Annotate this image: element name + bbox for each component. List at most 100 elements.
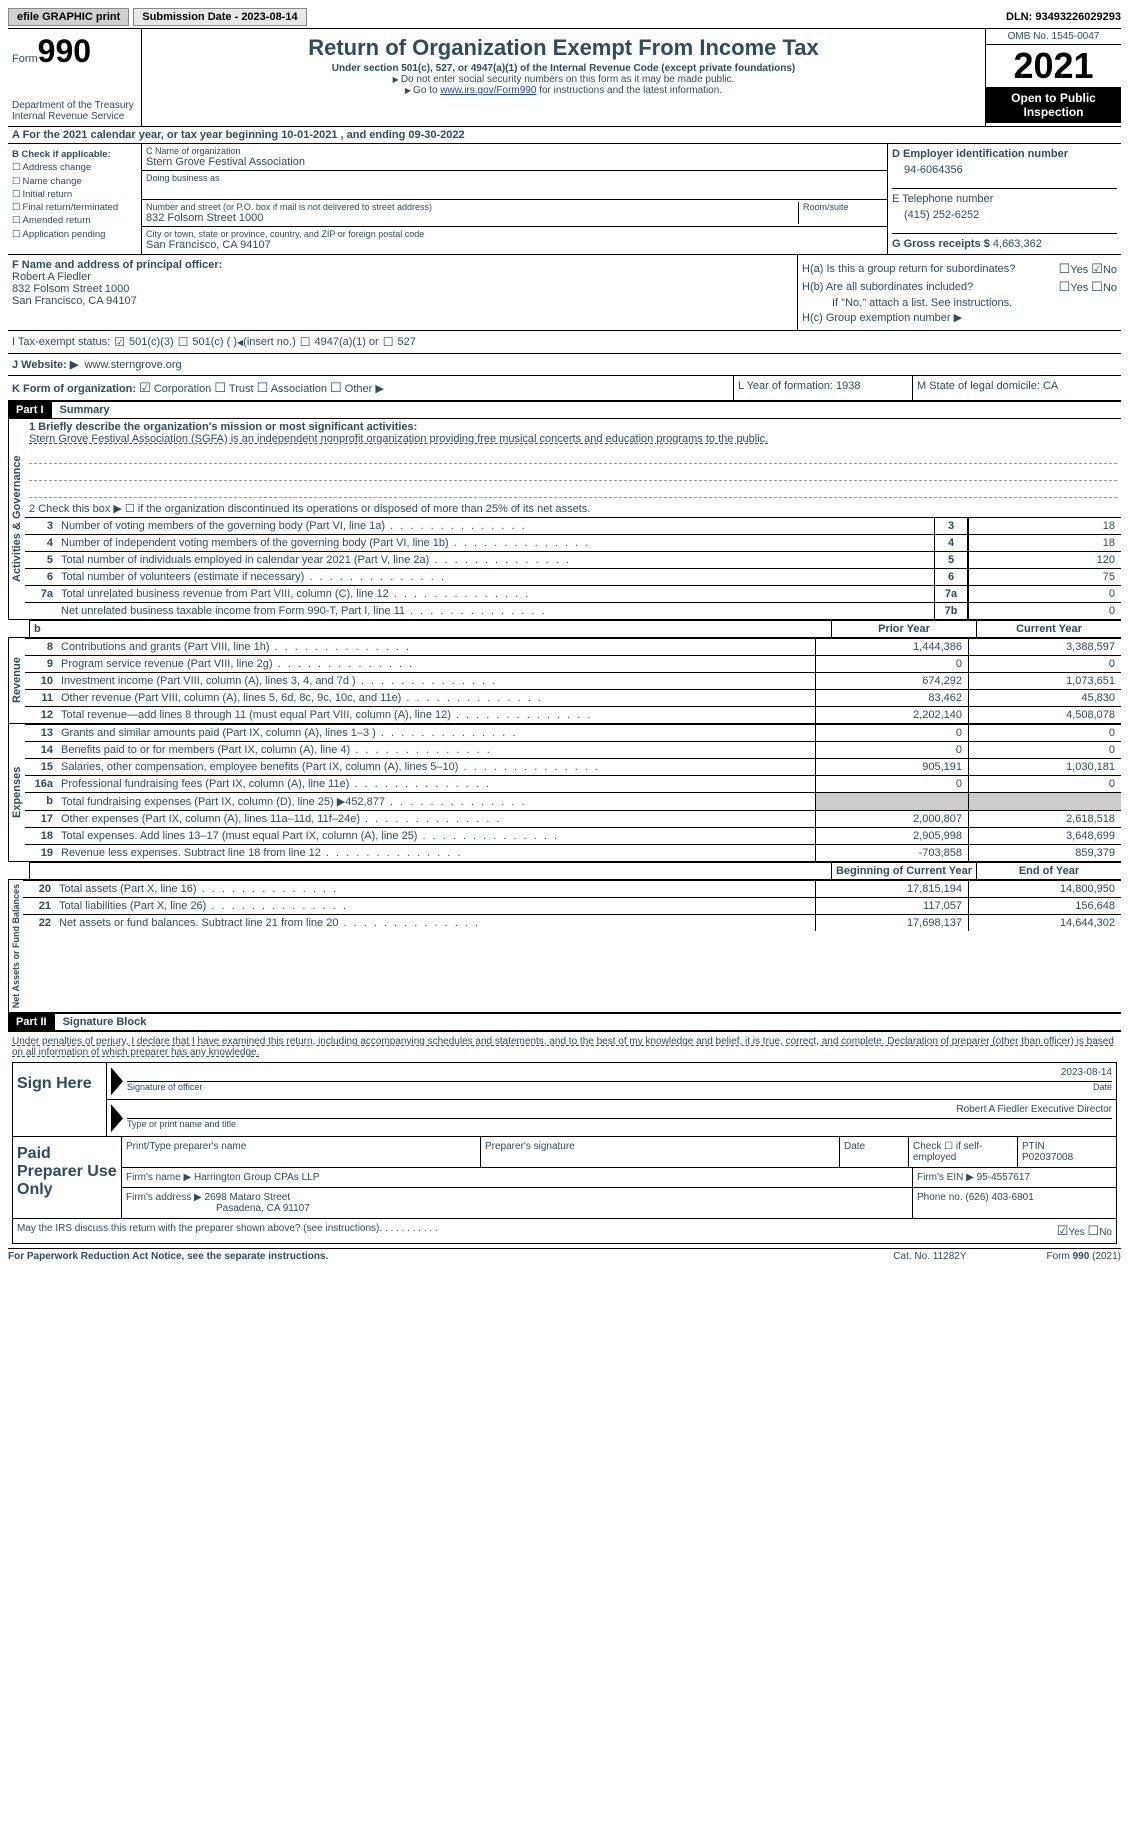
cb-application-pending[interactable]: Application pending — [12, 228, 137, 241]
mission-label: 1 Briefly describe the organization's mi… — [29, 421, 417, 433]
cb-corporation[interactable] — [139, 383, 151, 395]
firm-name: Harrington Group CPAs LLP — [194, 1172, 319, 1183]
section-fh: F Name and address of principal officer:… — [8, 255, 1121, 331]
row-j: J Website: ▶ www.sterngrove.org — [8, 354, 1121, 376]
irs-discuss: May the IRS discuss this return with the… — [12, 1219, 1117, 1244]
arrow-icon — [111, 1067, 123, 1095]
part2-header: Part II Signature Block — [8, 1014, 1121, 1031]
column-b: B Check if applicable: Address change Na… — [8, 144, 141, 254]
page-footer: For Paperwork Reduction Act Notice, see … — [8, 1248, 1121, 1264]
mission-text: Stern Grove Festival Association (SGFA) … — [29, 433, 768, 445]
cb-501c3[interactable] — [110, 335, 129, 349]
summary-colhdr2: Beginning of Current YearEnd of Year — [8, 862, 1121, 880]
public-inspection: Open to Public Inspection — [986, 87, 1121, 123]
sig-officer-label: Signature of officer — [127, 1082, 202, 1092]
column-d: D Employer identification number 94-6064… — [888, 144, 1121, 254]
table-row: Net unrelated business taxable income fr… — [25, 602, 1121, 619]
tax-exempt-label: I Tax-exempt status: — [12, 336, 110, 348]
table-row: 14Benefits paid to or for members (Part … — [25, 741, 1121, 758]
table-row: 13Grants and similar amounts paid (Part … — [25, 724, 1121, 741]
vlabel-revenue: Revenue — [8, 638, 25, 723]
cb-amended-return[interactable]: Amended return — [12, 214, 137, 227]
ein-label: D Employer identification number — [892, 148, 1117, 160]
part2-title: Signature Block — [55, 1014, 155, 1030]
officer-addr1: 832 Folsom Street 1000 — [12, 283, 793, 295]
cb-address-change[interactable]: Address change — [12, 161, 137, 174]
tel-value: (415) 252-6252 — [892, 205, 1117, 225]
cb-trust[interactable] — [214, 383, 226, 395]
self-employed-check[interactable]: Check ☐ if self-employed — [913, 1141, 983, 1163]
table-row: 7aTotal unrelated business revenue from … — [25, 585, 1121, 602]
street-address: 832 Folsom Street 1000 — [146, 212, 794, 224]
table-row: 15Salaries, other compensation, employee… — [25, 758, 1121, 775]
cb-association[interactable] — [257, 383, 269, 395]
table-row: 9Program service revenue (Part VIII, lin… — [25, 655, 1121, 672]
hc-label: H(c) Group exemption number ▶ — [802, 311, 962, 324]
summary-activities: Activities & Governance 1 Briefly descri… — [8, 419, 1121, 620]
ha-question: H(a) Is this a group return for subordin… — [802, 263, 1059, 275]
firm-ein: 95-4557617 — [977, 1172, 1030, 1183]
hb-yesno[interactable]: Yes No — [1059, 279, 1117, 295]
part1-label: Part I — [8, 402, 52, 418]
cb-name-change[interactable]: Name change — [12, 175, 137, 188]
org-name-label: C Name of organization — [146, 146, 883, 156]
city-label: City or town, state or province, country… — [146, 229, 883, 239]
table-row: 11Other revenue (Part VIII, column (A), … — [25, 689, 1121, 706]
dept-treasury: Department of the Treasury Internal Reve… — [12, 100, 137, 122]
irs-link[interactable]: www.irs.gov/Form990 — [440, 85, 536, 96]
summary-colhdr: bPrior YearCurrent Year — [8, 620, 1121, 638]
cb-other[interactable] — [330, 383, 342, 395]
cb-4947[interactable] — [296, 335, 315, 349]
column-c: C Name of organizationStern Grove Festiv… — [141, 144, 888, 254]
section-bc: B Check if applicable: Address change Na… — [8, 144, 1121, 255]
form-number: 990 — [38, 33, 91, 69]
prior-year-hdr: Prior Year — [831, 621, 976, 637]
gross-value: 4,663,362 — [993, 238, 1042, 250]
room-label: Room/suite — [799, 202, 883, 224]
table-row: 5Total number of individuals employed in… — [25, 551, 1121, 568]
form-header: Form990 Department of the Treasury Inter… — [8, 28, 1121, 127]
form-title: Return of Organization Exempt From Incom… — [146, 35, 981, 61]
form-subtitle: Under section 501(c), 527, or 4947(a)(1)… — [146, 63, 981, 74]
paid-preparer-label: Paid Preparer Use Only — [13, 1137, 121, 1218]
form-ref: Form 990 (2021) — [1047, 1251, 1121, 1262]
hb-note: If "No," attach a list. See instructions… — [802, 297, 1117, 309]
table-row: 17Other expenses (Part IX, column (A), l… — [25, 810, 1121, 827]
discuss-yesno[interactable]: Yes No — [1057, 1223, 1112, 1239]
website-label: J Website: ▶ — [12, 358, 78, 371]
hb-question: H(b) Are all subordinates included? — [802, 281, 1059, 293]
omb-number: OMB No. 1545-0047 — [986, 29, 1121, 45]
row-i: I Tax-exempt status: 501(c)(3) 501(c) ( … — [8, 331, 1121, 354]
table-row: 8Contributions and grants (Part VIII, li… — [25, 638, 1121, 655]
year-formation: L Year of formation: 1938 — [734, 376, 913, 400]
current-year-hdr: Current Year — [976, 621, 1121, 637]
pra-notice: For Paperwork Reduction Act Notice, see … — [8, 1251, 328, 1262]
cb-501c[interactable] — [174, 335, 193, 349]
table-row: 21Total liabilities (Part X, line 26)117… — [23, 897, 1121, 914]
table-row: 4Number of independent voting members of… — [25, 534, 1121, 551]
officer-addr2: San Francisco, CA 94107 — [12, 295, 793, 307]
column-f: F Name and address of principal officer:… — [8, 255, 798, 330]
vlabel-netassets: Net Assets or Fund Balances — [8, 880, 23, 1012]
cb-527[interactable] — [379, 335, 398, 349]
org-name: Stern Grove Festival Association — [146, 156, 883, 168]
top-bar: efile GRAPHIC print Submission Date - 20… — [8, 8, 1121, 26]
cb-initial-return[interactable]: Initial return — [12, 188, 137, 201]
summary-netassets: Net Assets or Fund Balances 20Total asse… — [8, 880, 1121, 1014]
dba-label: Doing business as — [146, 173, 883, 183]
cb-final-return[interactable]: Final return/terminated — [12, 201, 137, 214]
part1-title: Summary — [52, 402, 118, 418]
efile-button[interactable]: efile GRAPHIC print — [8, 8, 129, 26]
sign-here-label: Sign Here — [13, 1063, 106, 1136]
row-klm: K Form of organization: Corporation Trus… — [8, 376, 1121, 402]
firm-phone: (626) 403-6801 — [965, 1192, 1033, 1203]
form-label: Form — [12, 53, 38, 65]
table-row: 20Total assets (Part X, line 16)17,815,1… — [23, 880, 1121, 897]
ha-yesno[interactable]: Yes No — [1059, 261, 1117, 277]
table-row: 19Revenue less expenses. Subtract line 1… — [25, 844, 1121, 861]
summary-expenses: Expenses 13Grants and similar amounts pa… — [8, 724, 1121, 862]
tel-label: E Telephone number — [892, 193, 993, 205]
preparer-name-label: Print/Type preparer's name — [126, 1141, 246, 1152]
table-row: 6Total number of volunteers (estimate if… — [25, 568, 1121, 585]
dln: DLN: 93493226029293 — [1006, 11, 1121, 23]
